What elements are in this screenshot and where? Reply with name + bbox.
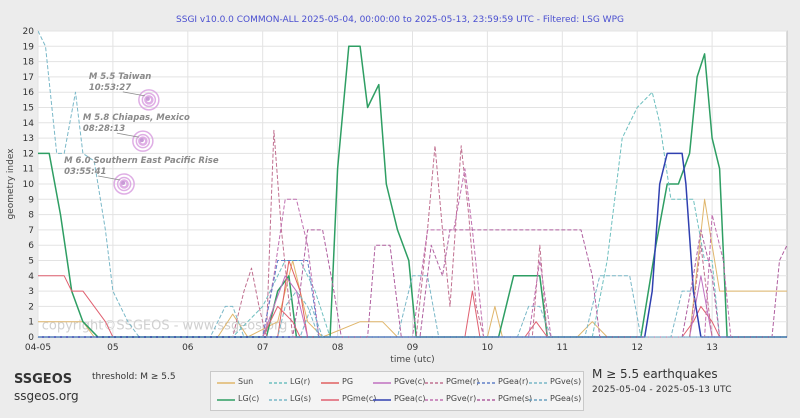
earthquake-marker-ring [144, 95, 154, 105]
x-tick-label: 04-05 [25, 343, 51, 353]
legend-swatch [269, 399, 287, 401]
earthquake-marker-dot [139, 138, 144, 143]
legend-swatch [373, 399, 391, 401]
legend-label: LG(r) [290, 377, 311, 386]
x-tick-label: 07 [257, 343, 268, 353]
watermark: copyright©SSGEOS - www.ssgeos.org [42, 318, 288, 333]
legend-label: PGea(r) [498, 377, 529, 386]
earthquake-time: 10:53:27 [89, 83, 131, 93]
legend-swatch [425, 382, 443, 384]
legend-label: PGea(s) [550, 394, 582, 403]
y-tick-label: 14 [23, 119, 35, 129]
brand-site: ssgeos.org [14, 389, 79, 403]
x-tick-label: 12 [631, 343, 642, 353]
legend: Sun LG(r) PG PGve(c) PGme(r) PGea(r) PGve(s) LG… [210, 371, 584, 411]
earthquake-marker-dot [145, 96, 150, 101]
earthquake-marker-ring [119, 179, 129, 189]
chart-title: SSGI v10.0.0 COMMON-ALL 2025-05-04, 00:0… [176, 15, 624, 25]
y-tick-label: 3 [28, 287, 34, 297]
series-line-pgea-c [38, 152, 787, 338]
y-tick-label: 19 [23, 42, 35, 52]
y-tick-label: 9 [28, 195, 34, 205]
earthquake-marker-ring [138, 89, 160, 111]
y-tick-label: 5 [28, 257, 34, 267]
earthquake-marker-dot [121, 181, 126, 185]
y-tick-label: 7 [28, 226, 34, 236]
x-tick-label: 10 [482, 343, 494, 353]
earthquake-leader [122, 91, 145, 97]
series-line-sun [38, 198, 787, 338]
x-tick-label: 09 [407, 343, 419, 353]
legend-swatch [425, 399, 443, 401]
legend-label: PGve(s) [550, 377, 582, 386]
y-tick-label: 16 [23, 88, 35, 98]
legend-label: Sun [238, 377, 254, 386]
threshold-label: threshold: M ≥ 5.5 [92, 372, 176, 382]
earthquake-leader [116, 132, 139, 138]
earthquake-label: M 5.5 Taiwan [89, 72, 152, 82]
earthquake-label: M 6.0 Southern East Pacific Rise [64, 156, 219, 166]
y-tick-label: 20 [23, 27, 35, 37]
earthquake-marker-ring [113, 173, 135, 195]
legend-swatch [529, 399, 547, 401]
y-tick-label: 10 [23, 180, 35, 190]
y-tick-label: 4 [28, 272, 34, 282]
legend-label: LG(s) [290, 394, 312, 403]
legend-label: PGme(c) [342, 394, 377, 403]
series-line-pgve-r [38, 168, 787, 338]
y-tick-label: 1 [28, 318, 34, 328]
legend-swatch [269, 382, 287, 384]
earthquake-marker-ring [135, 133, 151, 149]
earthquake-marker-ring [132, 130, 154, 152]
y-tick-label: 12 [23, 149, 34, 159]
legend-label: PGve(c) [394, 377, 426, 386]
x-tick-label: 11 [557, 343, 568, 353]
x-tick-label: 13 [706, 343, 717, 353]
y-tick-label: 17 [23, 73, 34, 83]
earthquake-title: M ≥ 5.5 earthquakes [592, 367, 718, 381]
x-axis-label: time (utc) [390, 355, 434, 365]
y-tick-label: 0 [28, 333, 34, 343]
y-tick-label: 15 [23, 104, 34, 114]
y-tick-label: 11 [23, 165, 34, 175]
earthquake-label: M 5.8 Chiapas, Mexico [83, 113, 190, 123]
legend-swatch [321, 399, 339, 401]
earthquake-marker-ring [138, 136, 148, 146]
y-tick-label: 13 [23, 134, 34, 144]
legend-swatch [477, 399, 495, 401]
legend-swatch [321, 382, 339, 384]
earthquake-time: 08:28:13 [83, 124, 125, 134]
legend-swatch [373, 382, 391, 384]
legend-swatch [477, 382, 495, 384]
x-tick-label: 08 [332, 343, 344, 353]
series-group [38, 30, 787, 338]
series-line-lg-r [38, 91, 787, 338]
y-axis-label: geometry index [6, 148, 16, 220]
earthquake-leader [98, 175, 121, 181]
y-tick-label: 2 [28, 302, 34, 312]
legend-swatch [217, 399, 235, 401]
legend-label: PGme(r) [446, 377, 480, 386]
y-tick-label: 8 [28, 211, 34, 221]
legend-swatch [217, 382, 235, 384]
earthquake-marker-ring [116, 176, 132, 192]
earthquake-marker-ring [141, 92, 157, 108]
y-tick-label: 6 [28, 241, 34, 251]
earthquake-date-range: 2025-05-04 - 2025-05-13 UTC [592, 385, 732, 395]
series-line-lg-s [38, 30, 787, 338]
brand-name: SSGEOS [14, 372, 73, 387]
legend-label: PGve(r) [446, 394, 477, 403]
legend-label: PGme(s) [498, 394, 533, 403]
x-tick-label: 06 [182, 343, 194, 353]
legend-label: PGea(c) [394, 394, 426, 403]
legend-label: PG [342, 377, 354, 386]
legend-label: LG(c) [238, 394, 260, 403]
x-tick-label: 05 [107, 343, 118, 353]
legend-swatch [529, 382, 547, 384]
earthquake-time: 03:55:41 [64, 167, 106, 177]
y-tick-label: 18 [23, 58, 35, 68]
